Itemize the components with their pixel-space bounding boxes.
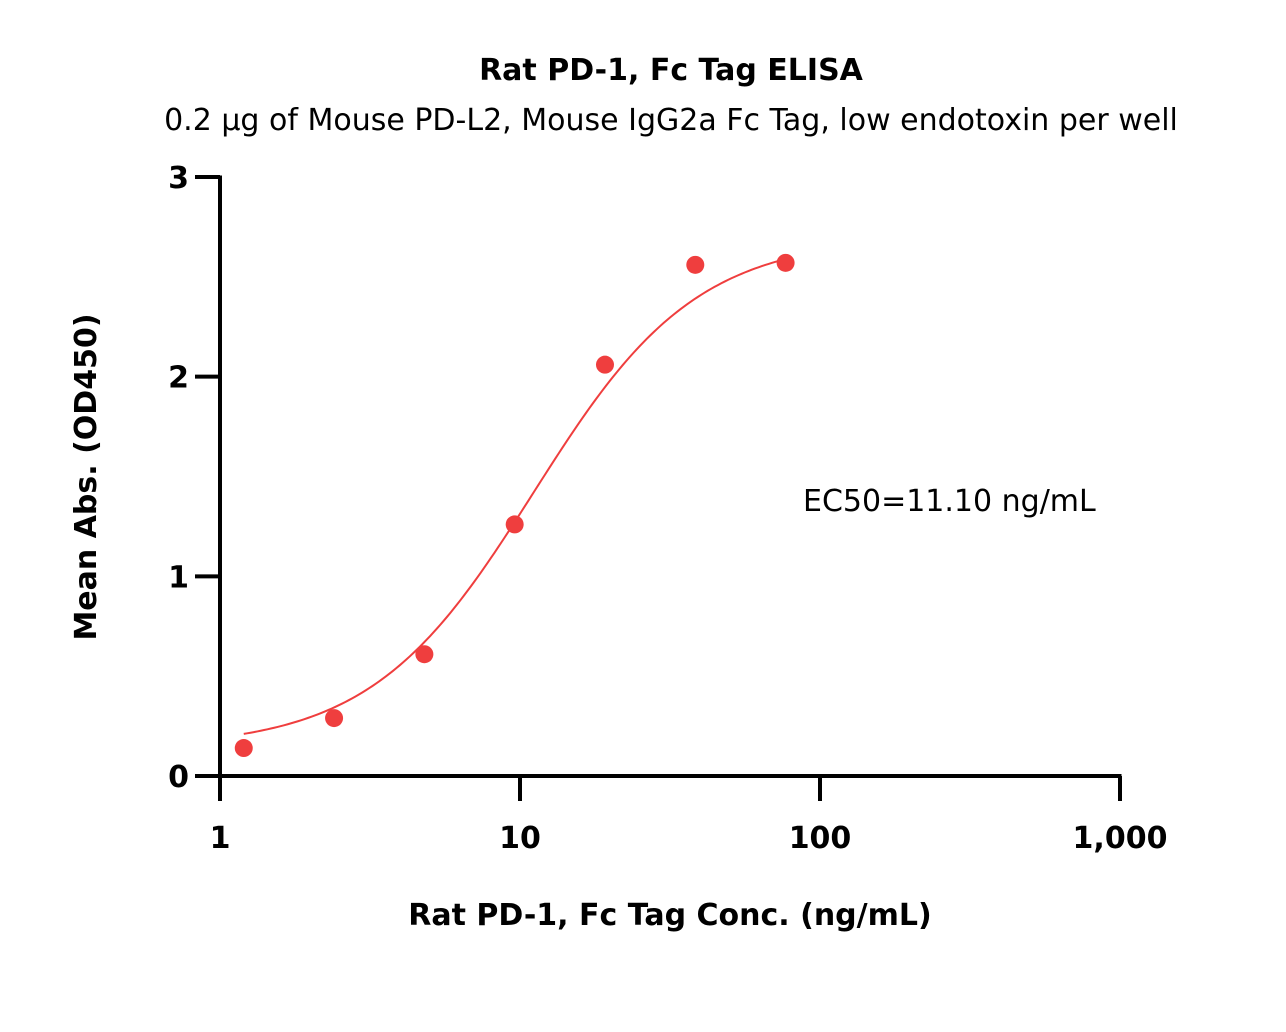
chart-title: Rat PD-1, Fc Tag ELISA <box>479 53 864 88</box>
y-tick-label: 3 <box>168 161 189 196</box>
data-point <box>234 739 253 758</box>
x-tick-label: 100 <box>789 821 852 856</box>
data-points <box>234 253 795 758</box>
ec50-annotation: EC50=11.10 ng/mL <box>803 484 1096 519</box>
fit-curve <box>243 258 786 735</box>
data-point <box>776 253 795 272</box>
data-point <box>325 709 344 728</box>
y-tick-label: 2 <box>168 361 189 396</box>
x-axis-label: Rat PD-1, Fc Tag Conc. (ng/mL) <box>408 898 931 933</box>
data-point <box>505 515 524 534</box>
y-axis-label: Mean Abs. (OD450) <box>69 313 104 640</box>
axes <box>195 175 1122 801</box>
data-point <box>415 645 434 664</box>
data-point <box>686 255 705 274</box>
x-tick-label: 1 <box>210 821 231 856</box>
chart-subtitle: 0.2 μg of Mouse PD-L2, Mouse IgG2a Fc Ta… <box>164 103 1178 138</box>
y-tick-label: 1 <box>168 560 189 595</box>
data-point <box>595 355 614 374</box>
x-tick-label: 10 <box>499 821 541 856</box>
x-tick-label: 1,000 <box>1073 821 1168 856</box>
y-tick-label: 0 <box>168 760 189 795</box>
